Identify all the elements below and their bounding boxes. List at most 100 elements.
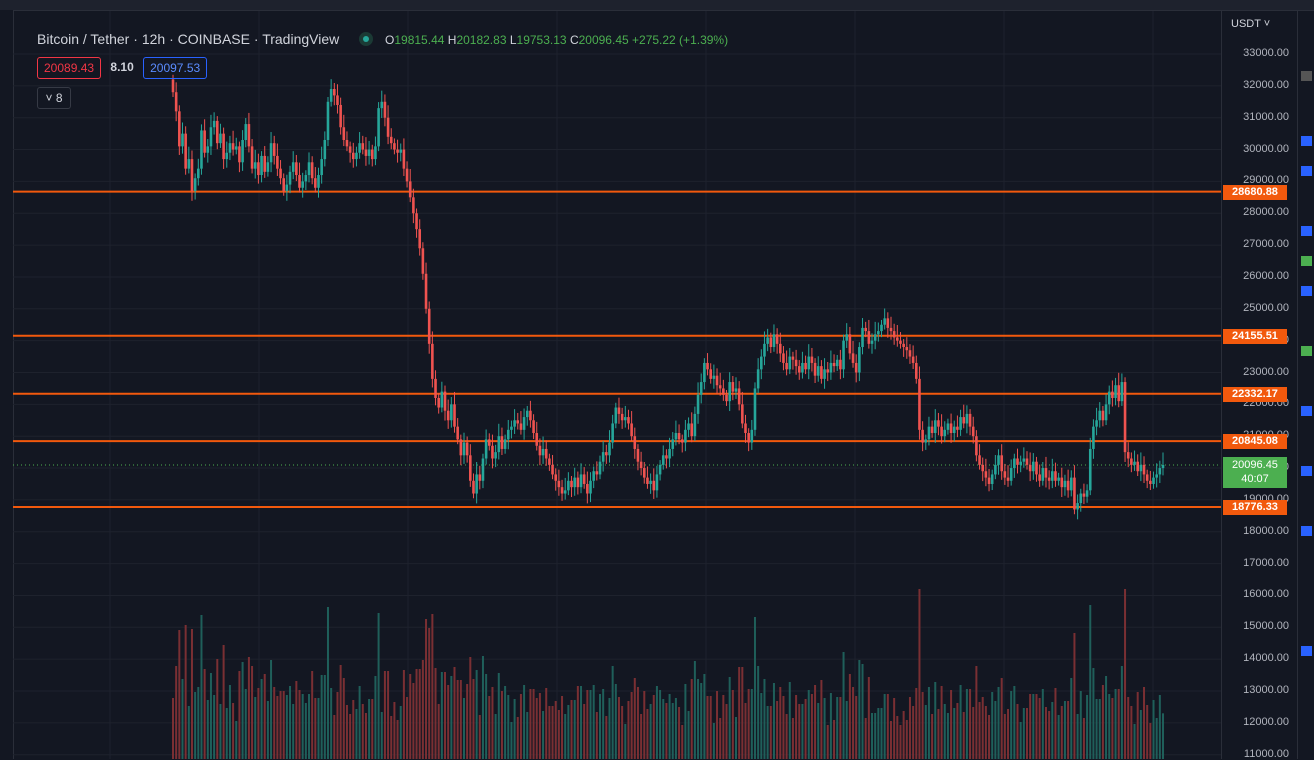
volume-bar bbox=[254, 697, 257, 759]
alert-flag-icon[interactable] bbox=[1301, 406, 1312, 416]
volume-bar bbox=[358, 686, 361, 759]
top-toolbar bbox=[0, 0, 1314, 11]
drawing-toolbar[interactable] bbox=[0, 10, 14, 759]
buy-button[interactable]: 20097.53 bbox=[143, 57, 208, 79]
alert-flag-icon[interactable] bbox=[1301, 466, 1312, 476]
volume-bar bbox=[855, 696, 858, 759]
alert-flag-icon[interactable] bbox=[1301, 256, 1312, 266]
volume-bar bbox=[719, 718, 722, 759]
candle-body bbox=[861, 327, 864, 348]
candle-body bbox=[756, 369, 760, 389]
candle-body bbox=[794, 359, 798, 367]
candle-body bbox=[314, 178, 317, 188]
candle-body bbox=[241, 139, 244, 163]
candle-body bbox=[873, 334, 877, 341]
candle-body bbox=[652, 480, 656, 491]
candle-body bbox=[908, 350, 912, 357]
volume-bar bbox=[301, 694, 304, 759]
candle-body bbox=[1152, 477, 1155, 484]
volume-bar bbox=[361, 704, 364, 759]
candle-body bbox=[829, 362, 833, 373]
candle-body bbox=[184, 133, 187, 169]
volume-bar bbox=[1054, 688, 1057, 759]
volume-bar bbox=[592, 685, 595, 759]
candle-body bbox=[1139, 464, 1143, 472]
candle-body bbox=[880, 324, 883, 332]
alert-flag-icon[interactable] bbox=[1301, 226, 1312, 236]
volume-bar bbox=[741, 667, 744, 759]
symbol-name[interactable]: Bitcoin / Tether bbox=[37, 31, 130, 47]
candle-body bbox=[462, 442, 466, 456]
volume-bar bbox=[551, 706, 554, 759]
candle-body bbox=[813, 362, 817, 376]
candle-body bbox=[1003, 471, 1007, 478]
alert-flag-icon[interactable] bbox=[1301, 346, 1312, 356]
interval-label[interactable]: 12h bbox=[141, 31, 166, 47]
alert-flag-icon[interactable] bbox=[1301, 166, 1312, 176]
volume-bar bbox=[889, 721, 892, 759]
price-tick-label: 23000.00 bbox=[1243, 365, 1289, 378]
volume-bar bbox=[693, 661, 696, 759]
volume-bar bbox=[516, 717, 519, 759]
candle-body bbox=[1130, 458, 1133, 465]
candle-body bbox=[877, 331, 880, 335]
price-tick-label: 27000.00 bbox=[1243, 238, 1289, 251]
volume-bar bbox=[209, 673, 212, 759]
candle-body bbox=[269, 143, 273, 163]
candle-body bbox=[491, 445, 494, 459]
volume-bar bbox=[247, 657, 250, 759]
candle-body bbox=[326, 101, 330, 140]
candle-body bbox=[285, 184, 289, 191]
candle-body bbox=[959, 417, 962, 430]
candle-body bbox=[1123, 382, 1127, 453]
alert-flag-icon[interactable] bbox=[1301, 646, 1312, 656]
indicators-collapse-button[interactable]: ˅ 8 bbox=[37, 87, 71, 109]
volume-bar bbox=[567, 705, 570, 759]
volume-bar bbox=[434, 668, 437, 759]
volume-bar bbox=[668, 694, 671, 759]
candle-body bbox=[782, 353, 785, 363]
volume-bar bbox=[184, 625, 187, 759]
volume-bar bbox=[263, 674, 266, 759]
alert-flag-icon[interactable] bbox=[1301, 71, 1312, 81]
right-widget-bar[interactable] bbox=[1297, 11, 1314, 759]
symbol-legend[interactable]: Bitcoin / Tether · 12h · COINBASE · Trad… bbox=[37, 31, 728, 47]
volume-bar bbox=[671, 703, 674, 759]
volume-bar bbox=[931, 714, 934, 759]
volume-bar bbox=[1044, 707, 1047, 759]
volume-bar bbox=[1108, 694, 1111, 759]
sell-button[interactable]: 20089.43 bbox=[37, 57, 102, 79]
volume-bar bbox=[333, 715, 336, 759]
volume-bar bbox=[349, 714, 352, 759]
candle-body bbox=[450, 404, 453, 421]
volume-bar bbox=[529, 689, 532, 759]
volume-bar bbox=[921, 692, 924, 759]
candle-body bbox=[475, 474, 478, 494]
chart-pane[interactable]: Bitcoin / Tether · 12h · COINBASE · Trad… bbox=[13, 11, 1221, 759]
alert-flag-icon[interactable] bbox=[1301, 286, 1312, 296]
volume-bar bbox=[624, 724, 627, 759]
volume-bar bbox=[425, 619, 428, 759]
candle-body bbox=[592, 471, 595, 481]
close-value: 20096.45 bbox=[578, 33, 629, 47]
volume-bar bbox=[899, 725, 902, 759]
candle-body bbox=[171, 79, 175, 93]
volume-bar bbox=[478, 715, 481, 759]
currency-selector[interactable]: USDT ˅ bbox=[1231, 18, 1271, 30]
candle-body bbox=[544, 448, 548, 459]
candle-body bbox=[987, 477, 991, 484]
volume-bar bbox=[377, 613, 380, 759]
price-scale[interactable]: USDT ˅ 33000.00 32000.00 31000.00 30000.00 2… bbox=[1221, 11, 1298, 760]
candle-body bbox=[320, 159, 323, 176]
change-value: +275.22 (+1.39%) bbox=[632, 33, 729, 47]
candle-body bbox=[238, 146, 241, 163]
volume-bar bbox=[428, 628, 431, 759]
alert-flag-icon[interactable] bbox=[1301, 136, 1312, 146]
volume-bar bbox=[491, 687, 494, 759]
candlestick-series[interactable] bbox=[13, 11, 1221, 759]
candle-body bbox=[1145, 474, 1149, 481]
alert-flag-icon[interactable] bbox=[1301, 526, 1312, 536]
candle-body bbox=[1114, 385, 1117, 398]
volume-bar bbox=[646, 709, 649, 759]
candle-body bbox=[478, 474, 482, 481]
